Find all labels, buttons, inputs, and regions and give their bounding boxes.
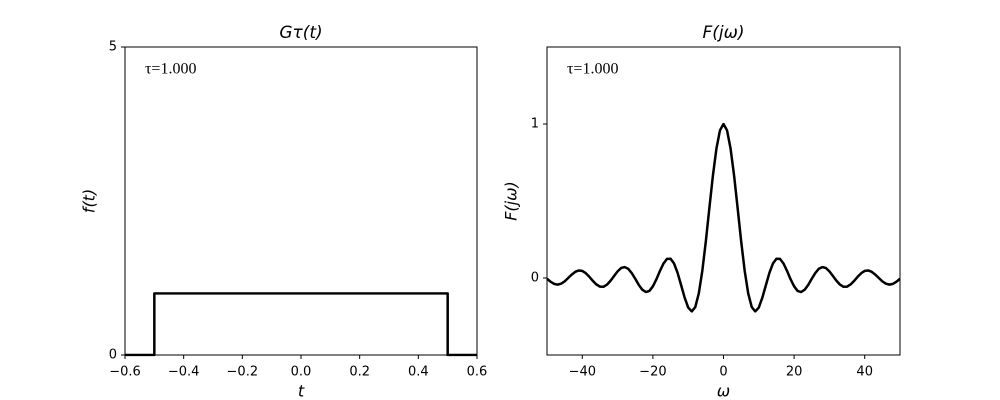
x-tick-label: 40 <box>856 365 873 380</box>
y-tick-label: 5 <box>109 40 117 55</box>
x-tick-label: 0.0 <box>291 365 312 380</box>
annotation: τ=1.000 <box>567 61 618 78</box>
y-axis-label: f(t) <box>80 189 99 213</box>
y-tick-label: 1 <box>531 117 539 132</box>
chart-title: Gτ(t) <box>279 23 322 43</box>
x-tick-label: 0.2 <box>349 365 370 380</box>
x-axis-label: t <box>298 382 305 400</box>
y-tick-label: 0 <box>531 271 539 286</box>
annotation: τ=1.000 <box>145 61 196 78</box>
plot-area <box>124 46 478 356</box>
y-axis-label: F(jω) <box>502 181 521 221</box>
x-tick-label: −0.6 <box>109 365 141 380</box>
data-line <box>547 124 900 311</box>
x-tick-label: 0 <box>719 365 727 380</box>
x-tick-label: −0.4 <box>168 365 200 380</box>
x-tick-label: 0.4 <box>408 365 429 380</box>
x-tick-label: −20 <box>639 365 666 380</box>
x-tick-label: −0.2 <box>227 365 259 380</box>
chart-title: F(jω) <box>702 23 744 43</box>
x-axis-label: ω <box>717 382 730 400</box>
data-line <box>125 293 477 355</box>
x-tick-label: 20 <box>786 365 803 380</box>
y-tick-label: 0 <box>109 348 117 363</box>
x-tick-label: −40 <box>569 365 596 380</box>
x-tick-label: 0.6 <box>467 365 488 380</box>
plot-area <box>546 46 901 356</box>
